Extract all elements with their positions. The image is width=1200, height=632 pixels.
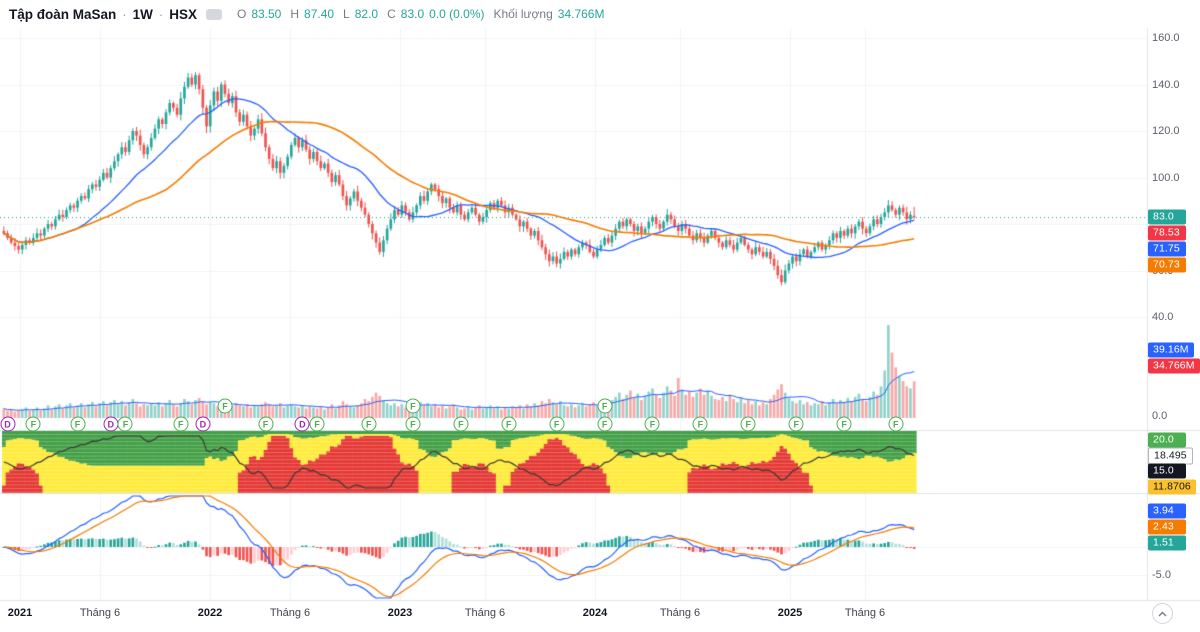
macd-scale-label: -5.0: [1152, 569, 1171, 581]
event-marker-f[interactable]: F: [405, 398, 421, 414]
indicator-badge: 11.8706: [1148, 479, 1196, 494]
time-axis-label: 2021: [7, 607, 33, 619]
macd-badge: 3.94: [1148, 503, 1186, 519]
event-marker-f[interactable]: F: [597, 398, 613, 414]
event-marker-d[interactable]: D: [103, 416, 119, 432]
event-marker-f[interactable]: F: [361, 416, 377, 432]
event-marker-f[interactable]: F: [173, 416, 189, 432]
change-value: 0.0 (0.0%): [429, 7, 485, 21]
price-badge: 78.53: [1148, 225, 1186, 241]
event-marker-d[interactable]: D: [195, 416, 211, 432]
open-label: O: [236, 7, 247, 21]
interval-label[interactable]: 1W: [132, 6, 153, 22]
event-marker-f[interactable]: F: [25, 416, 41, 432]
price-badge: 71.75: [1148, 241, 1186, 257]
high-label: H: [290, 7, 300, 21]
event-marker-f[interactable]: F: [405, 416, 421, 432]
volume-badge: 34.766M: [1148, 358, 1200, 374]
event-marker-f[interactable]: F: [309, 416, 325, 432]
separator-dot: ·: [158, 6, 164, 22]
event-marker-f[interactable]: F: [644, 416, 660, 432]
event-marker-f[interactable]: F: [836, 416, 852, 432]
event-marker-d[interactable]: D: [294, 416, 310, 432]
indicator-badge: 15.0: [1148, 463, 1186, 479]
instrument-tag-icon[interactable]: [205, 8, 222, 20]
volume-label: Khối lượng: [493, 7, 553, 21]
price-badge: 70.73: [1148, 257, 1186, 273]
open-value: 83.50: [251, 7, 282, 21]
high-value: 87.40: [304, 7, 335, 21]
event-marker-f[interactable]: F: [788, 416, 804, 432]
time-axis-label: Tháng 6: [464, 607, 506, 619]
scale-collapse-button[interactable]: [1152, 603, 1173, 624]
event-marker-f[interactable]: F: [692, 416, 708, 432]
event-marker-f[interactable]: F: [501, 416, 517, 432]
event-marker-f[interactable]: F: [258, 416, 273, 432]
symbol-header: Tập đoàn MaSan · 1W · HSX O 83.50 H 87.4…: [0, 0, 604, 28]
event-marker-f[interactable]: F: [549, 416, 565, 432]
event-marker-f[interactable]: F: [70, 416, 86, 432]
price-scale-label: 100.0: [1152, 171, 1180, 184]
macd-badge: 2.43: [1148, 519, 1186, 535]
time-axis-label: Tháng 6: [269, 607, 311, 619]
price-badge: 83.0: [1148, 209, 1186, 225]
event-marker-f[interactable]: F: [888, 416, 904, 432]
time-axis-label: Tháng 6: [79, 607, 121, 619]
time-axis-label: Tháng 6: [659, 607, 701, 619]
close-value: 83.0: [400, 7, 425, 21]
price-scale-label: 140.0: [1152, 78, 1180, 91]
price-scale-label: 160.0: [1152, 32, 1180, 44]
event-marker-f[interactable]: F: [453, 416, 469, 432]
close-label: C: [387, 7, 396, 21]
event-marker-f[interactable]: F: [117, 416, 133, 432]
volume-scale-label: 0.0: [1152, 410, 1168, 422]
macd-badge: 1.51: [1148, 535, 1186, 551]
low-value: 82.0: [354, 7, 379, 21]
event-marker-d[interactable]: D: [0, 416, 16, 432]
separator-dot: ·: [122, 6, 127, 22]
volume-badge: 39.16M: [1148, 342, 1194, 358]
exchange-label: HSX: [169, 6, 197, 22]
price-scale-label: 120.0: [1152, 125, 1180, 137]
indicator-badge: 18.495: [1148, 447, 1193, 464]
event-marker-f[interactable]: F: [217, 398, 233, 414]
time-axis-label: 2024: [582, 607, 608, 619]
time-axis-label: 2022: [197, 607, 223, 619]
time-axis-label: 2025: [777, 607, 803, 619]
volume-value: 34.766M: [557, 7, 605, 21]
event-marker-f[interactable]: F: [740, 416, 756, 432]
time-axis-label: Tháng 6: [844, 607, 886, 619]
time-axis-label: 2023: [387, 607, 413, 619]
chevron-up-icon: [1158, 611, 1167, 616]
indicator-badge: 20.0: [1148, 432, 1186, 448]
symbol-title[interactable]: Tập đoàn MaSan: [9, 6, 117, 22]
low-label: L: [343, 7, 350, 21]
event-marker-f[interactable]: F: [597, 416, 613, 432]
price-scale-label: 40.0: [1152, 311, 1174, 323]
